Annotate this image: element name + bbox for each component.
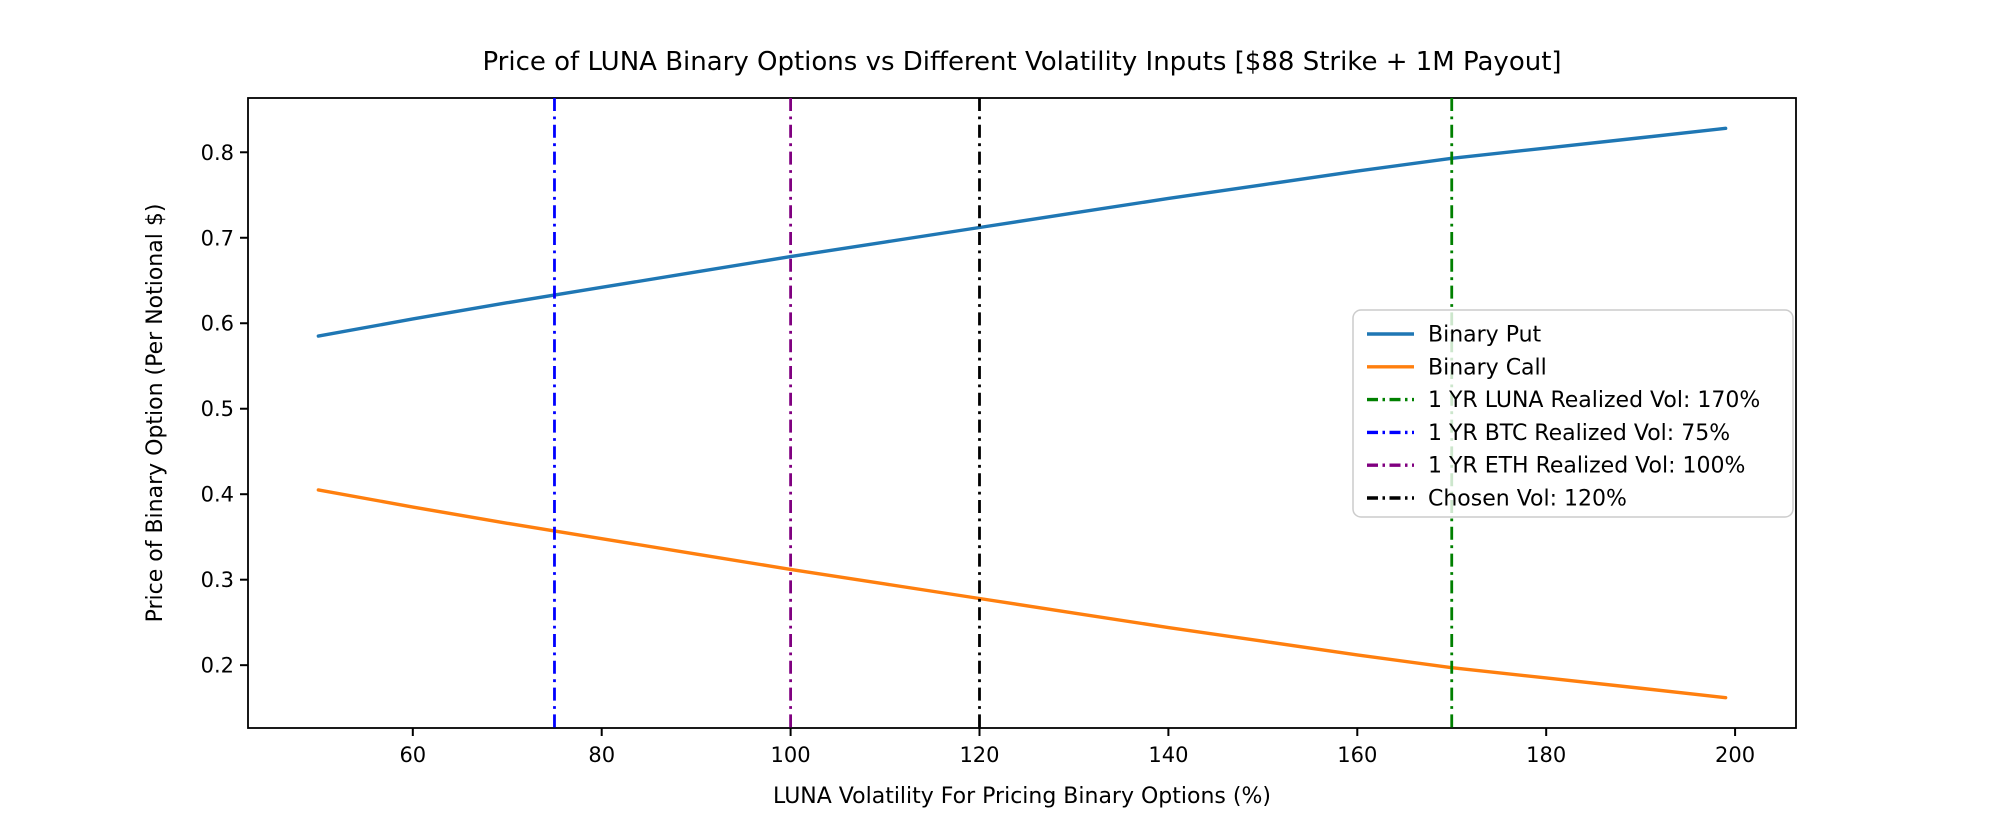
plot-area: 60 80 100 120 140 160 180 200 0.2 0.3 0.4 0.5 0.6 0.7… — [201, 97, 1797, 767]
x-tick-label: 100 — [771, 743, 811, 767]
x-tick-label: 60 — [399, 743, 426, 767]
x-axis-label: LUNA Volatility For Pricing Binary Optio… — [773, 784, 1271, 809]
y-tick-label: 0.3 — [201, 568, 234, 592]
legend-entry: 1 YR LUNA Realized Vol: 170% — [1367, 388, 1760, 413]
x-tick-label: 180 — [1526, 743, 1566, 767]
legend-entry-label: 1 YR LUNA Realized Vol: 170% — [1428, 388, 1760, 413]
y-tick-label: 0.7 — [201, 226, 234, 250]
y-tick-label: 0.6 — [201, 312, 234, 336]
legend-entry: 1 YR BTC Realized Vol: 75% — [1367, 421, 1730, 446]
y-axis-label: Price of Binary Option (Per Notional $) — [143, 204, 168, 623]
legend-box — [1352, 309, 1794, 518]
y-tick-label: 0.2 — [201, 654, 234, 678]
x-tick-label: 140 — [1148, 743, 1188, 767]
legend-entry-label: Binary Put — [1428, 323, 1542, 348]
legend-entry-label: 1 YR BTC Realized Vol: 75% — [1428, 421, 1730, 446]
chart-title: Price of LUNA Binary Options vs Differen… — [482, 47, 1561, 77]
line-binary-call — [316, 488, 1728, 700]
legend-entry: Binary Call — [1367, 355, 1547, 380]
line-binary-put — [316, 126, 1728, 338]
y-tick-label: 0.5 — [201, 397, 234, 421]
legend-entry-label: 1 YR ETH Realized Vol: 100% — [1428, 454, 1745, 479]
legend: Binary Put Binary Call 1 YR LUNA Realized … — [1352, 309, 1794, 518]
y-tick-label: 0.8 — [201, 141, 234, 165]
x-tick-label: 120 — [959, 743, 999, 767]
legend-entry: 1 YR ETH Realized Vol: 100% — [1367, 454, 1745, 479]
x-tick-label: 80 — [588, 743, 615, 767]
x-tick-label: 160 — [1337, 743, 1377, 767]
legend-entry: Binary Put — [1367, 323, 1542, 348]
plot-border — [247, 97, 1797, 729]
legend-entry-label: Binary Call — [1428, 355, 1547, 380]
legend-entry-label: Chosen Vol: 120% — [1428, 487, 1627, 512]
legend-entry: Chosen Vol: 120% — [1367, 487, 1627, 512]
x-tick-label: 200 — [1715, 743, 1755, 767]
y-tick-label: 0.4 — [201, 483, 234, 507]
